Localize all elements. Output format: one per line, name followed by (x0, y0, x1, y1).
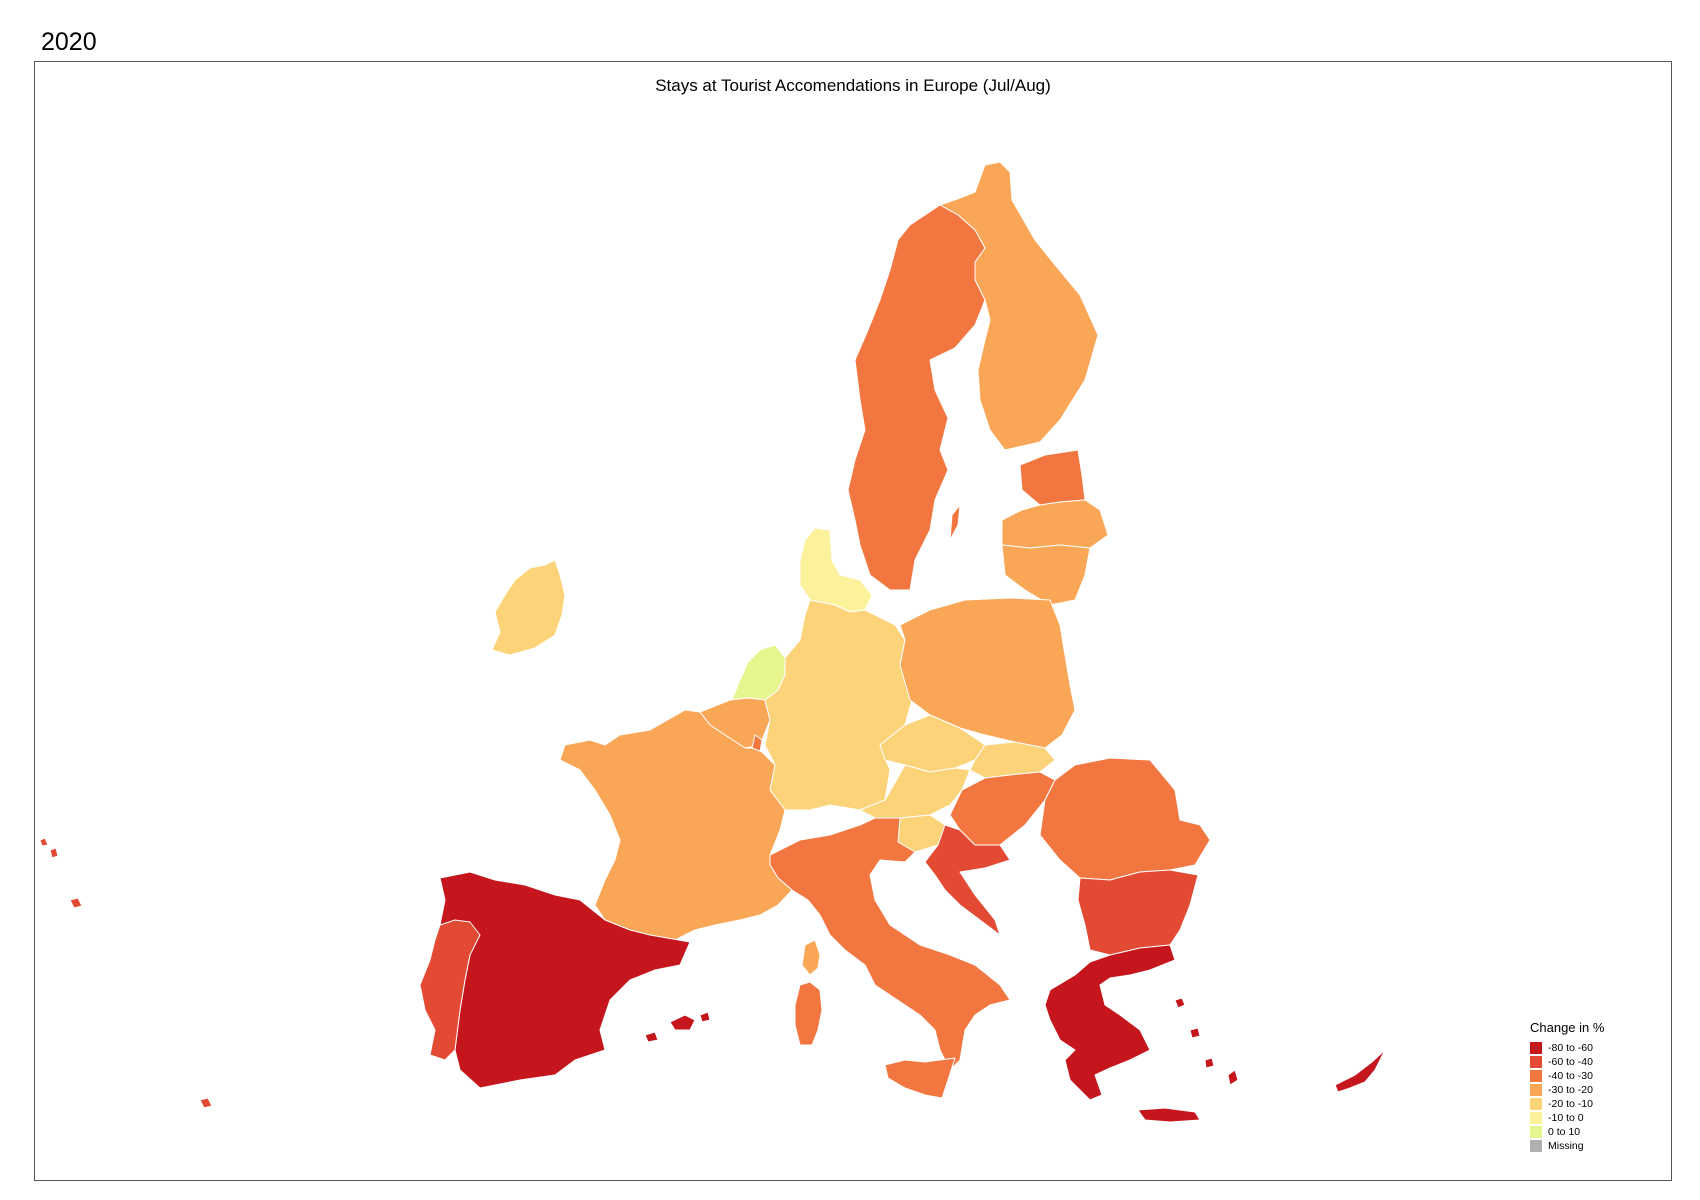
legend-items: -80 to -60 -60 to -40 -40 to -30 -30 to -20… (1530, 1041, 1650, 1153)
region-sardinia[interactable] (794, 981, 823, 1046)
legend-swatch (1530, 1042, 1542, 1054)
region-estonia[interactable] (1019, 449, 1086, 506)
legend-swatch (1530, 1098, 1542, 1110)
legend: Change in % -80 to -60 -60 to -40 -40 to -… (1530, 1020, 1650, 1153)
legend-item: -60 to -40 (1530, 1055, 1650, 1069)
region-balearic-islands[interactable] (644, 1011, 711, 1043)
legend-label: -10 to 0 (1548, 1112, 1584, 1124)
legend-item: -10 to 0 (1530, 1111, 1650, 1125)
region-crete[interactable] (1137, 1107, 1201, 1123)
legend-swatch (1530, 1140, 1542, 1152)
region-france[interactable] (559, 709, 793, 941)
legend-item: -80 to -60 (1530, 1041, 1650, 1055)
region-denmark[interactable] (799, 527, 873, 613)
region-corsica[interactable] (801, 939, 821, 976)
legend-swatch (1530, 1126, 1542, 1138)
region-aegean-islands[interactable] (1174, 997, 1239, 1086)
region-italy[interactable] (769, 817, 1011, 1071)
region-poland[interactable] (899, 597, 1076, 749)
region-portugal[interactable] (419, 919, 481, 1061)
region-sicily[interactable] (884, 1057, 956, 1099)
legend-label: -40 to -30 (1548, 1070, 1593, 1082)
legend-swatch (1530, 1112, 1542, 1124)
region-gotland[interactable] (949, 504, 961, 541)
region-germany[interactable] (764, 599, 913, 811)
legend-label: Missing (1548, 1140, 1584, 1152)
region-bulgaria[interactable] (1077, 869, 1199, 956)
legend-label: -30 to -20 (1548, 1084, 1593, 1096)
legend-swatch (1530, 1084, 1542, 1096)
region-lithuania[interactable] (1001, 544, 1091, 606)
legend-swatch (1530, 1070, 1542, 1082)
region-sweden[interactable] (847, 204, 986, 591)
legend-label: -20 to -10 (1548, 1098, 1593, 1110)
region-croatia[interactable] (924, 824, 1011, 936)
legend-item: 0 to 10 (1530, 1125, 1650, 1139)
legend-label: -80 to -60 (1548, 1042, 1593, 1054)
region-ireland[interactable] (491, 559, 566, 656)
legend-label: 0 to 10 (1548, 1126, 1581, 1138)
region-cyprus[interactable] (1334, 1049, 1386, 1093)
region-hungary[interactable] (949, 771, 1056, 846)
legend-title: Change in % (1530, 1020, 1605, 1035)
legend-item: Missing (1530, 1139, 1650, 1153)
legend-item: -40 to -30 (1530, 1069, 1650, 1083)
year-label: 2020 (41, 28, 97, 56)
region-greece[interactable] (1044, 944, 1176, 1101)
region-latvia[interactable] (1001, 499, 1109, 549)
map-title: Stays at Tourist Accomendations in Europ… (655, 76, 1051, 95)
region-atlantic-islands[interactable] (39, 837, 213, 1109)
legend-item: -20 to -10 (1530, 1097, 1650, 1111)
legend-swatch (1530, 1056, 1542, 1068)
legend-item: -30 to -20 (1530, 1083, 1650, 1097)
legend-label: -60 to -40 (1548, 1056, 1593, 1068)
region-romania[interactable] (1039, 757, 1211, 881)
